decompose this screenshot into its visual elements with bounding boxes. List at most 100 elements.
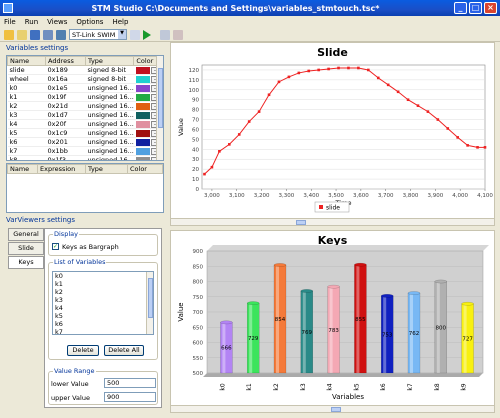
menu-help[interactable]: Help [112, 18, 129, 26]
bar-top [407, 291, 421, 295]
color-swatch[interactable] [135, 66, 150, 74]
legend-label: slide [326, 205, 340, 212]
probe-select[interactable]: ST-Link SWIM ▼ [69, 29, 127, 40]
window-title: STM Studio C:\Documents and Settings\var… [91, 3, 380, 13]
play-icon[interactable] [143, 29, 151, 40]
variables-scrollbar[interactable] [156, 56, 163, 160]
cell-name: slide [7, 65, 46, 75]
menu-run[interactable]: Run [24, 18, 39, 26]
delete-all-button[interactable]: Delete All [104, 345, 144, 356]
color-swatch[interactable] [135, 147, 150, 155]
bargraph-checkbox[interactable]: ✓ [52, 243, 59, 250]
open-icon[interactable] [4, 29, 14, 40]
x-tick-label: 3,000 [204, 193, 220, 199]
list-item[interactable]: k0 [55, 272, 63, 280]
col-type[interactable]: Type [84, 56, 135, 66]
x-tick-label: k8 [434, 383, 441, 390]
data-point [237, 133, 241, 136]
x-tick-label: k9 [461, 383, 468, 390]
minimize-button[interactable]: _ [454, 2, 467, 14]
color-swatch[interactable] [135, 75, 150, 83]
cell-name: k2 [7, 101, 46, 111]
color-swatch[interactable] [135, 93, 150, 101]
list-item[interactable]: k7 [55, 328, 63, 335]
x-tick-label: 3,300 [279, 193, 295, 199]
color-swatch[interactable] [135, 129, 150, 137]
save-as-icon[interactable] [43, 29, 53, 40]
cell-name: k7 [7, 146, 46, 156]
slide-h-scrollbar[interactable] [171, 218, 494, 225]
cell-address: 0x1bb [45, 146, 86, 156]
expr-col-color[interactable]: Color [127, 164, 163, 174]
cell-name: k0 [7, 83, 46, 93]
plot-area [201, 64, 486, 190]
folder-icon[interactable] [17, 29, 27, 40]
bar-data-label: 666 [221, 346, 232, 352]
data-point [446, 127, 450, 130]
lower-value-input[interactable]: 500 [104, 378, 156, 388]
expr-col-expression[interactable]: Expression [37, 164, 86, 174]
data-point [386, 83, 390, 87]
viewer-tabs: General Slide Keys [8, 228, 44, 270]
menu-options[interactable]: Options [76, 18, 104, 26]
keys-settings-panel: Display ✓ Keys as Bargraph List of Varia… [44, 228, 162, 408]
color-swatch[interactable] [135, 111, 150, 119]
col-name[interactable]: Name [7, 56, 46, 66]
graph-icon[interactable] [173, 29, 183, 40]
save-icon[interactable] [30, 29, 40, 40]
tab-general[interactable]: General [8, 228, 44, 241]
data-point [247, 120, 251, 123]
list-item[interactable]: k1 [55, 280, 63, 288]
list-scrollbar[interactable] [146, 272, 153, 334]
list-item[interactable]: k4 [55, 304, 63, 312]
bar-data-label: 800 [436, 325, 447, 331]
list-item[interactable]: k3 [55, 296, 63, 304]
config-icon[interactable] [130, 29, 140, 40]
snapshot-icon[interactable] [160, 29, 170, 40]
color-swatch[interactable] [135, 138, 150, 146]
cell-name: k3 [7, 110, 46, 120]
keys-h-scrollbar[interactable] [171, 405, 494, 412]
bar-top [273, 263, 287, 267]
variables-listbox[interactable]: k0 k1 k2 k3 k4 k5 k6 k7 [52, 271, 154, 335]
bar-highlight [410, 293, 413, 373]
color-swatch[interactable] [135, 156, 150, 160]
lower-value-label: lower Value [51, 380, 89, 388]
list-item[interactable]: k5 [55, 312, 63, 320]
upper-value-input[interactable]: 900 [104, 392, 156, 402]
tab-keys[interactable]: Keys [8, 256, 44, 269]
data-point [416, 104, 420, 107]
x-tick-label: 3,800 [403, 193, 419, 199]
color-swatch[interactable] [135, 84, 150, 92]
data-point [210, 165, 214, 169]
list-item[interactable]: k2 [55, 288, 63, 296]
close-button[interactable]: × [484, 2, 497, 14]
menu-file[interactable]: File [4, 18, 16, 26]
y-tick-label: 20 [192, 167, 199, 173]
data-point [327, 67, 330, 71]
maximize-button[interactable]: □ [469, 2, 482, 14]
list-item[interactable]: k6 [55, 320, 63, 328]
expr-col-type[interactable]: Type [85, 164, 128, 174]
col-address[interactable]: Address [45, 56, 86, 66]
color-swatch[interactable] [135, 120, 150, 128]
delete-button[interactable]: Delete [67, 345, 99, 356]
expr-col-name[interactable]: Name [7, 164, 38, 174]
y-tick-label: 110 [189, 78, 200, 84]
tab-slide[interactable]: Slide [8, 242, 44, 255]
color-swatch[interactable] [135, 102, 150, 110]
menu-views[interactable]: Views [47, 18, 68, 26]
expressions-table: Name Expression Type Color [6, 163, 164, 213]
export-icon[interactable] [56, 29, 66, 40]
